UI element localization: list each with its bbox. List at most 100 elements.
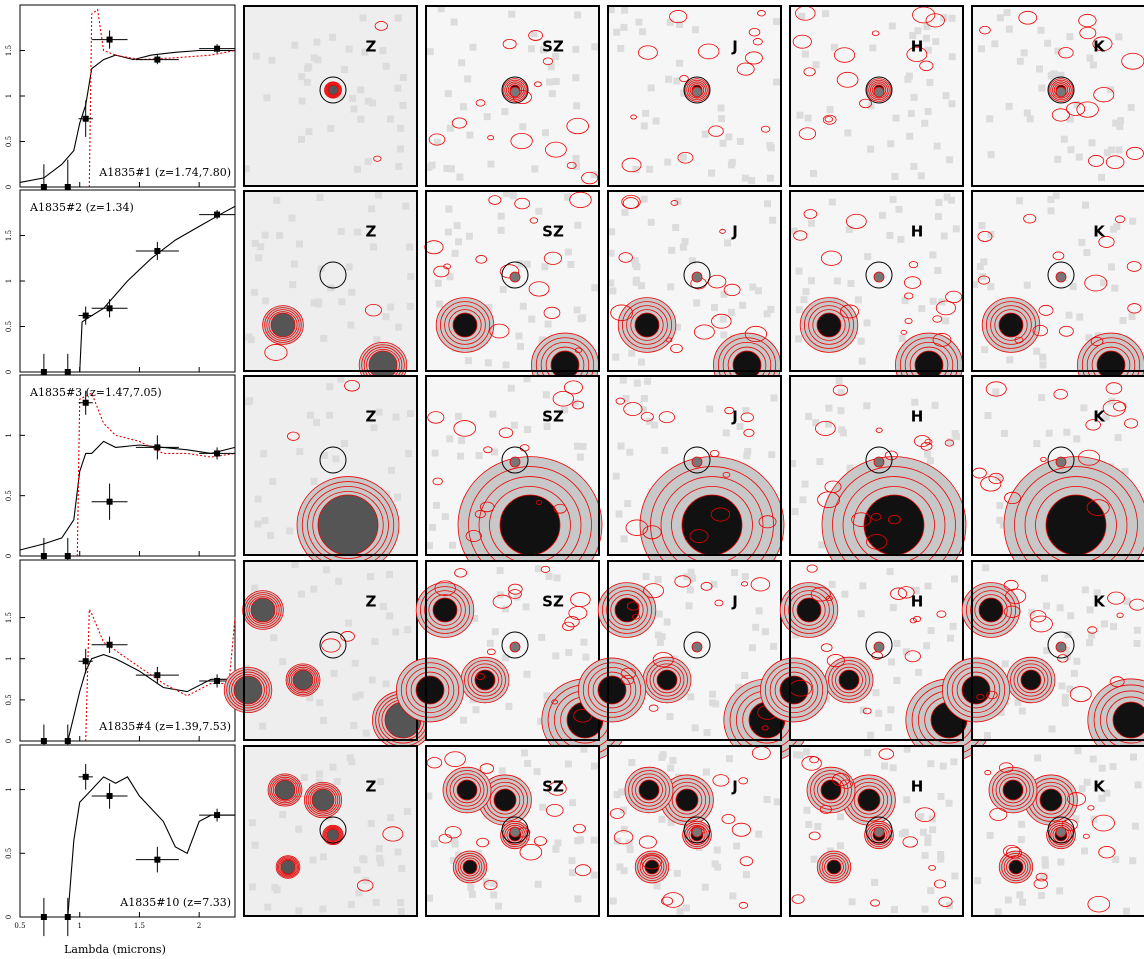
- noise: [1101, 620, 1109, 628]
- noise-contour: [711, 313, 732, 329]
- noise: [456, 452, 464, 460]
- photometry-point: [154, 856, 161, 863]
- contour: [464, 660, 506, 700]
- contour: [504, 79, 526, 101]
- noise: [736, 422, 744, 430]
- noise: [1058, 682, 1066, 690]
- noise-contour: [988, 472, 1004, 484]
- noise: [859, 582, 867, 590]
- noise: [387, 303, 395, 311]
- noise: [433, 138, 441, 146]
- noise: [1089, 61, 1097, 69]
- source: [233, 675, 263, 705]
- noise: [323, 566, 331, 574]
- noise: [950, 758, 958, 766]
- noise: [359, 14, 367, 22]
- noise: [537, 717, 545, 725]
- contour: [992, 770, 1034, 810]
- noise: [720, 331, 728, 339]
- noise: [812, 61, 820, 69]
- contour: [970, 590, 1012, 630]
- noise: [370, 424, 378, 432]
- contour: [974, 594, 1008, 626]
- target-circle: [319, 816, 347, 844]
- source: [474, 669, 496, 691]
- noise: [999, 521, 1007, 529]
- noise: [1041, 856, 1049, 864]
- band-label: H: [911, 38, 924, 56]
- noise: [483, 113, 491, 121]
- noise: [626, 846, 634, 854]
- noise-contour: [714, 599, 724, 607]
- noise: [915, 668, 923, 676]
- noise-contour: [1076, 101, 1099, 118]
- photometry-point: [82, 773, 89, 780]
- noise: [496, 567, 504, 575]
- photometry-point: [106, 498, 113, 505]
- noise: [918, 305, 926, 313]
- contour: [819, 852, 849, 882]
- noise-contour: [1078, 13, 1097, 28]
- noise-contour: [900, 329, 907, 335]
- noise: [741, 671, 749, 679]
- noise-contour: [574, 864, 592, 877]
- noise: [720, 290, 728, 298]
- noise: [368, 205, 376, 213]
- noise: [502, 654, 510, 662]
- noise: [808, 219, 816, 227]
- noise: [443, 164, 451, 172]
- noise: [1070, 669, 1078, 677]
- target: [509, 86, 521, 98]
- noise-contour: [986, 690, 998, 700]
- noise: [1044, 39, 1052, 47]
- stamp-frame: [425, 560, 600, 741]
- noise: [572, 74, 580, 82]
- noise: [875, 709, 883, 717]
- noise: [613, 837, 621, 845]
- source: [1045, 494, 1107, 556]
- noise: [872, 689, 880, 697]
- noise-contour: [979, 25, 991, 35]
- band-label: K: [1093, 408, 1106, 426]
- noise: [991, 40, 999, 48]
- contour: [824, 857, 844, 877]
- contour: [686, 79, 708, 101]
- noise: [981, 346, 989, 354]
- noise: [770, 394, 778, 402]
- contour: [868, 79, 890, 101]
- x-axis-label: Lambda (microns): [64, 943, 166, 956]
- noise: [744, 447, 752, 455]
- noise-contour: [932, 315, 943, 323]
- contour: [305, 783, 341, 817]
- noise: [491, 628, 499, 636]
- image-stamp: [760, 560, 993, 762]
- model-spectrum: [19, 49, 235, 183]
- noise: [279, 658, 287, 666]
- stamp-frame: [789, 190, 964, 372]
- noise-contour: [489, 323, 510, 339]
- target: [691, 641, 703, 653]
- noise: [431, 449, 439, 457]
- noise: [1098, 173, 1106, 181]
- photometry-point: [154, 444, 161, 451]
- photometry-point: [154, 56, 161, 63]
- noise: [979, 273, 987, 281]
- noise: [450, 836, 458, 844]
- noise-contour: [1126, 261, 1142, 272]
- noise: [316, 699, 324, 707]
- noise-contour: [913, 435, 931, 448]
- noise: [800, 296, 808, 304]
- noise-contour: [806, 564, 818, 573]
- noise-contour: [820, 250, 842, 266]
- noise: [942, 317, 950, 325]
- noise-contour: [621, 157, 642, 173]
- noise: [243, 165, 251, 173]
- noise: [934, 213, 942, 221]
- noise: [927, 627, 935, 635]
- noise: [974, 877, 982, 885]
- contour: [610, 594, 644, 626]
- noise: [1023, 281, 1031, 289]
- noise: [397, 124, 405, 132]
- noise: [574, 895, 582, 903]
- noise: [952, 225, 960, 233]
